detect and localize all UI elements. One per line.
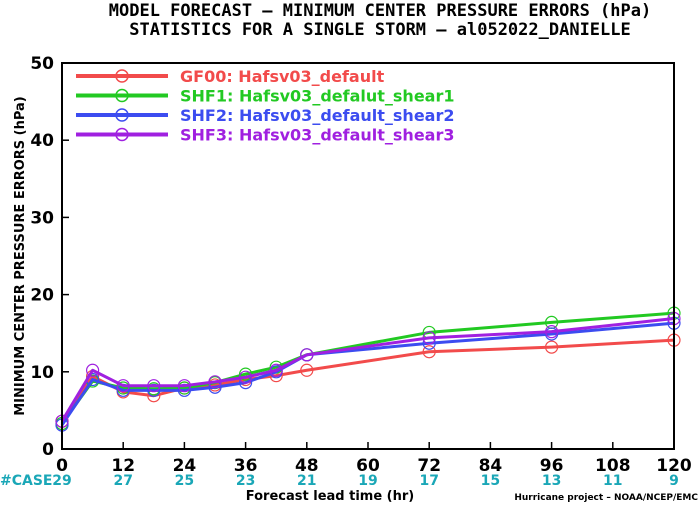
legend-label: SHF3: Hafsv03_default_shear3	[180, 126, 454, 145]
series-point	[116, 379, 130, 393]
x-tick-label: 84	[479, 456, 503, 476]
case-count: 23	[236, 473, 255, 489]
case-count: 17	[419, 473, 438, 489]
legend-label: SHF2: Hafsv03_default_shear2	[180, 106, 454, 125]
case-label: #CASE	[0, 473, 53, 489]
x-axis-label: Forecast lead time (hr)	[246, 489, 414, 504]
series-line	[60, 317, 675, 422]
x-tick-label: 36	[234, 456, 258, 476]
y-tick-label: 50	[30, 54, 54, 74]
legend-label: SHF1: Hafsv03_defalut_shear1	[180, 87, 454, 106]
legend-swatch-marker	[115, 108, 129, 122]
y-tick-label: 30	[30, 208, 54, 228]
x-tick-label: 24	[173, 456, 197, 476]
x-tick-label: 96	[540, 456, 564, 476]
legend-swatch-marker	[115, 88, 129, 103]
y-tick-label: 0	[42, 440, 54, 460]
case-count: 21	[297, 473, 316, 489]
case-count: 29	[52, 473, 71, 489]
credit-text: Hurricane project – NOAA/NCEP/EMC	[514, 493, 698, 503]
series-point	[208, 375, 222, 389]
series-point	[544, 340, 559, 354]
series-point	[422, 345, 436, 359]
y-tick-label: 40	[30, 131, 54, 151]
legend-swatch-marker	[115, 69, 129, 83]
series-point	[239, 370, 253, 384]
series-line	[60, 321, 675, 426]
series-layer	[55, 306, 681, 432]
series-point	[422, 331, 436, 345]
series-1	[55, 306, 681, 431]
x-tick-label: 108	[595, 456, 631, 476]
series-point	[300, 348, 314, 362]
chart-subtitle: STATISTICS FOR A SINGLE STORM – al052022…	[129, 20, 631, 40]
case-count: 19	[358, 473, 377, 489]
case-count: 15	[481, 473, 500, 489]
x-tick-label: 120	[656, 456, 692, 476]
series-line	[60, 338, 675, 423]
y-tick-label: 10	[30, 363, 54, 383]
case-count: 9	[669, 473, 679, 489]
series-point	[544, 325, 559, 339]
x-tick-labels: 0 12 24 36 48 60 72 84 96 108 120	[56, 442, 692, 476]
legend-swatch-marker	[115, 127, 129, 142]
series-point	[177, 379, 191, 393]
case-counts: 29 27 25 23 21 19 17 15 13 11 9	[52, 473, 679, 489]
x-tick-label: 48	[295, 456, 319, 476]
case-count: 11	[603, 473, 622, 489]
x-tick-label: 12	[111, 456, 135, 476]
x-tick-label: 0	[56, 456, 68, 476]
series-point	[300, 363, 314, 377]
y-tick-label: 20	[30, 286, 54, 306]
series-point	[269, 363, 283, 377]
x-tick-label: 60	[356, 456, 380, 476]
case-count: 27	[113, 473, 132, 489]
y-axis-label: MINIMUM CENTER PRESSURE ERRORS (hPa)	[13, 96, 28, 416]
y-tick-labels: 0 10 20 30 40 50	[30, 54, 69, 460]
legend-label: GF00: Hafsv03_default	[180, 67, 385, 86]
case-count: 25	[175, 473, 194, 489]
chart-title: MODEL FORECAST – MINIMUM CENTER PRESSURE…	[109, 1, 651, 21]
plot-frame	[61, 62, 675, 450]
x-tick-label: 72	[417, 456, 441, 476]
series-point	[239, 367, 253, 381]
series-2	[55, 316, 681, 432]
series-point	[85, 363, 100, 377]
series-point	[147, 379, 161, 393]
case-count: 13	[542, 473, 561, 489]
